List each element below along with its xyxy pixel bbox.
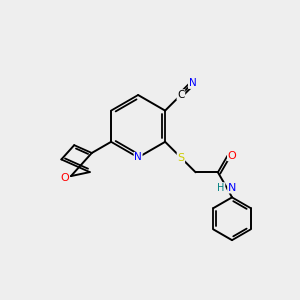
Text: O: O: [60, 172, 69, 183]
Text: N: N: [189, 78, 196, 88]
Text: H: H: [217, 183, 225, 193]
Text: C: C: [177, 90, 184, 100]
Text: S: S: [177, 153, 184, 163]
Text: N: N: [228, 183, 236, 193]
Text: N: N: [134, 152, 142, 162]
Text: O: O: [228, 151, 236, 160]
